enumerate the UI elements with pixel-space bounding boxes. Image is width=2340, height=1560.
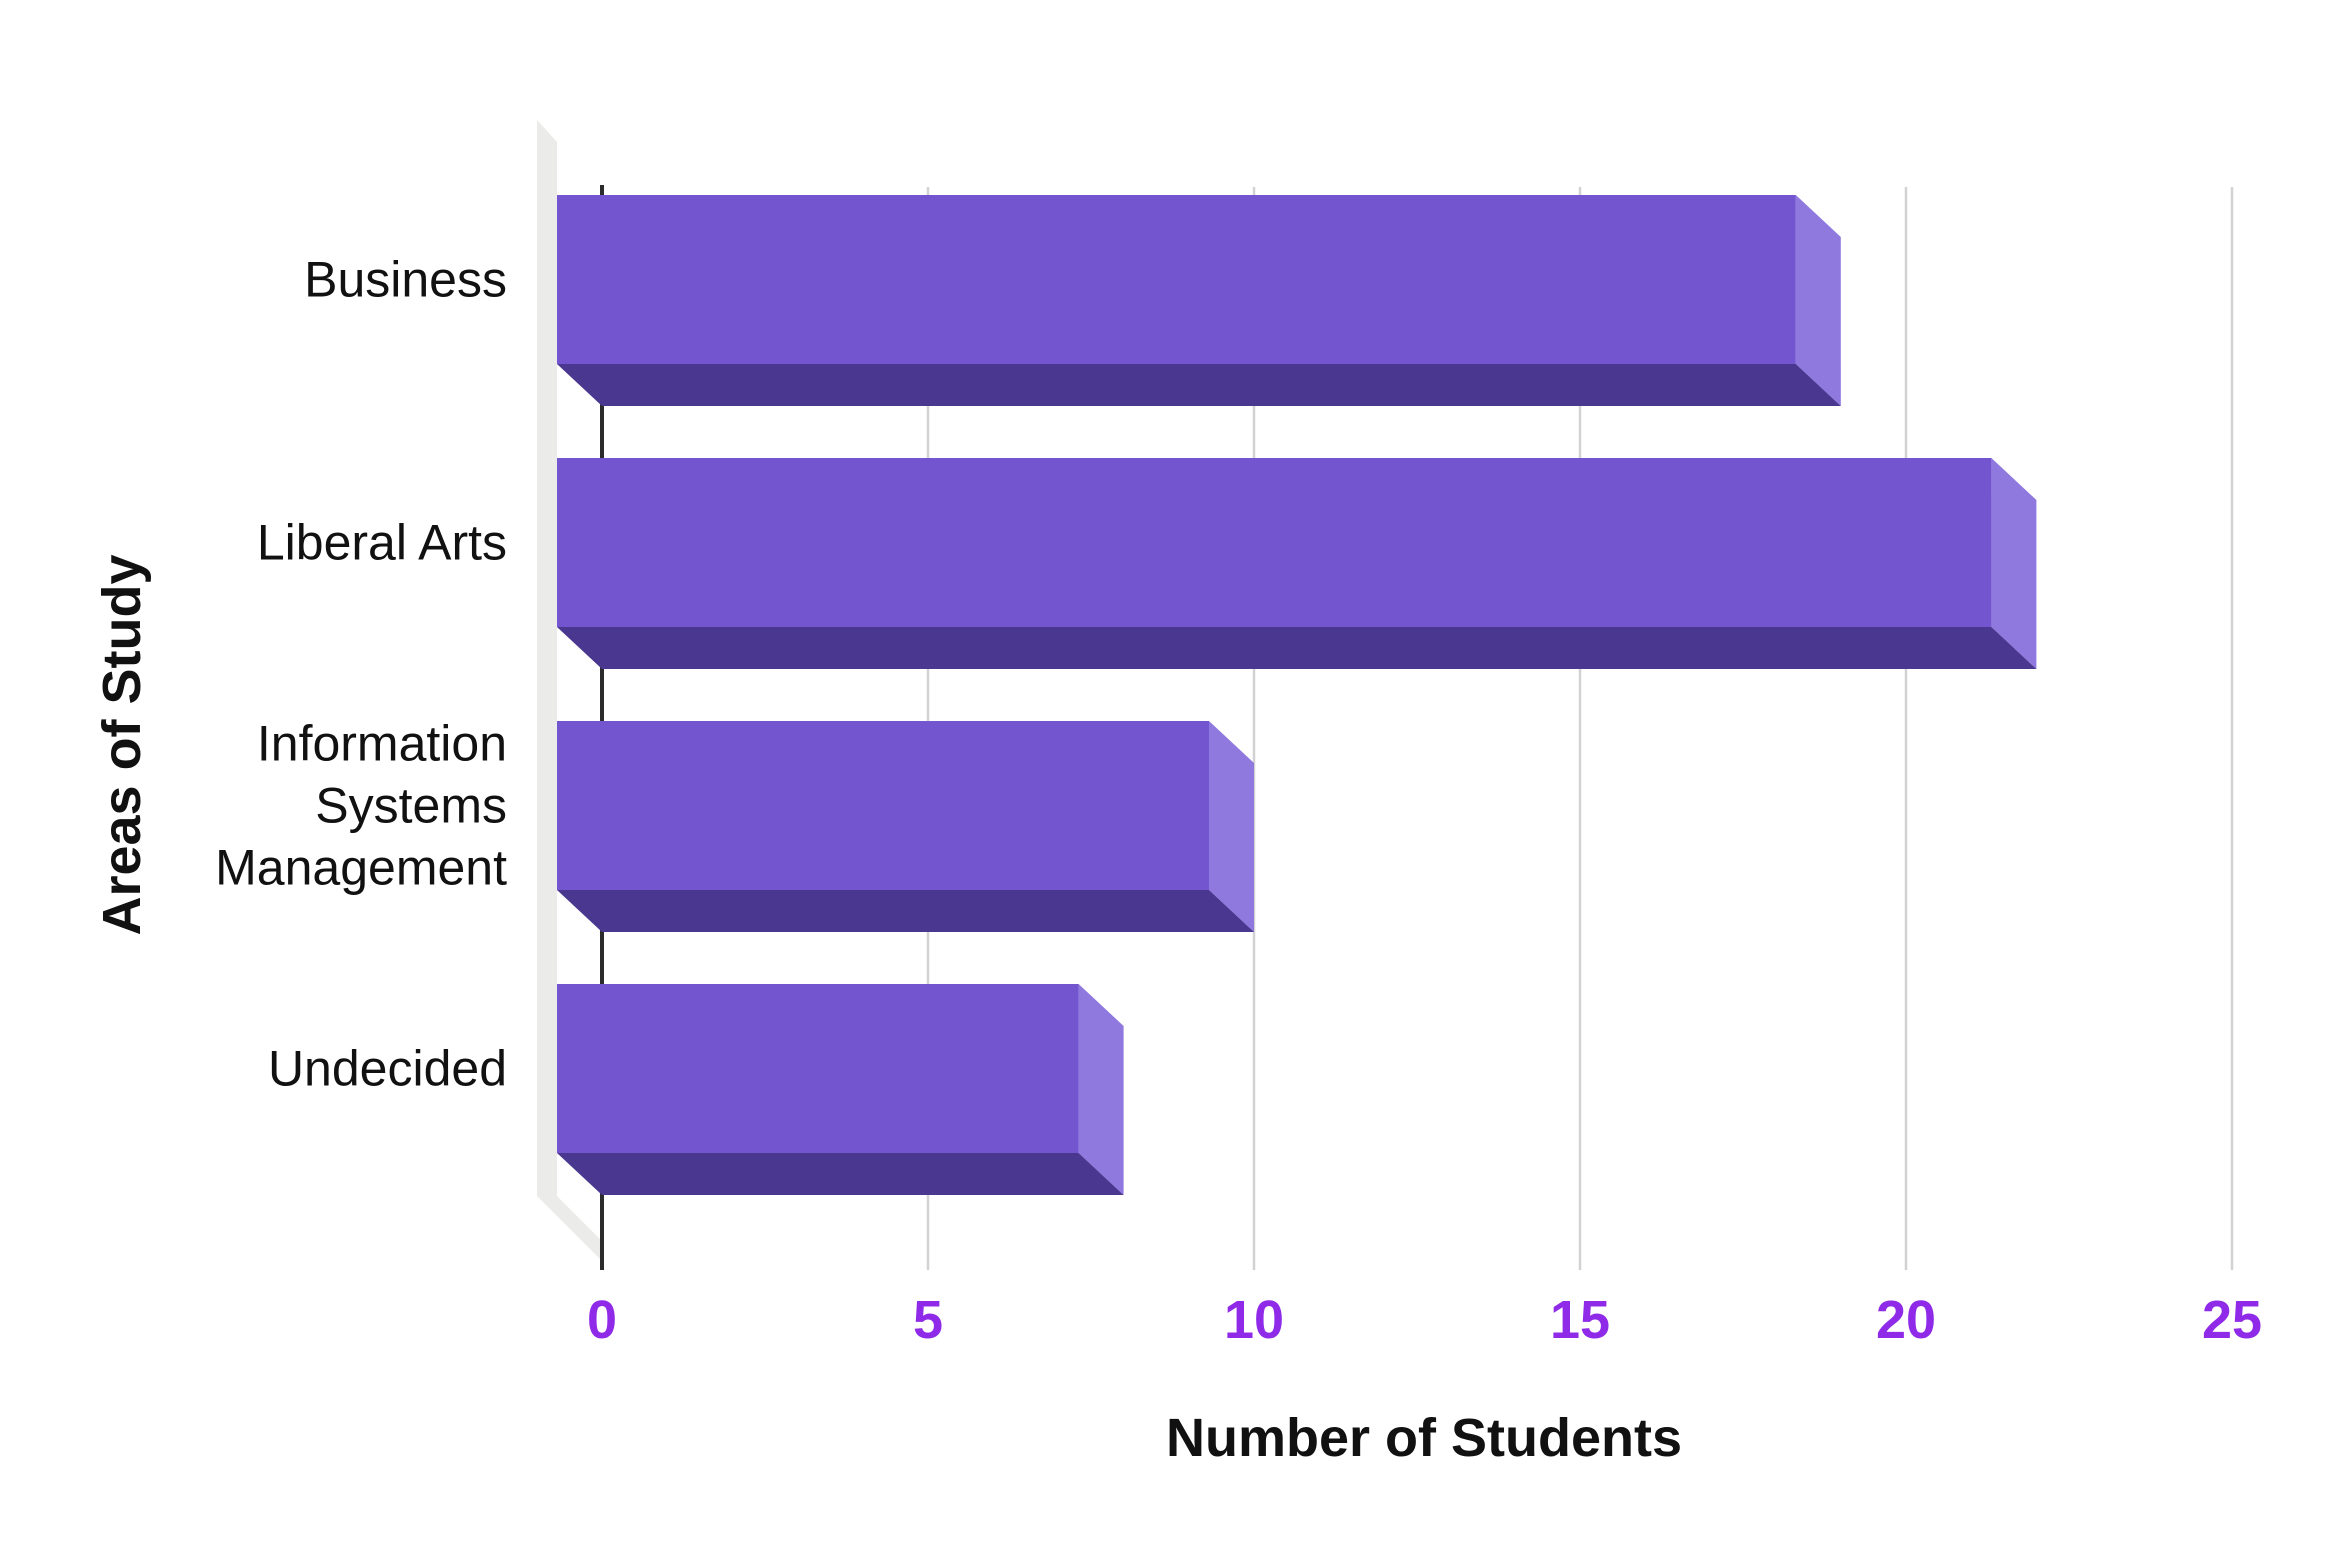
y-axis-title: Areas of Study: [92, 554, 152, 935]
x-tick-label-10: 10: [1224, 1290, 1284, 1350]
bar-bottom-face-undecided: [557, 1153, 1124, 1195]
bar-bottom-face-business: [557, 364, 1841, 406]
bar-side-face-business: [1795, 195, 1841, 406]
x-tick-labels: 0 5 10 15 20 25: [587, 1290, 2262, 1350]
bar-side-face-liberal-arts: [1991, 458, 2037, 669]
category-labels: Business Liberal Arts Information Systems Ma…: [215, 252, 507, 1097]
bar-side-face-information-systems-management: [1209, 721, 1254, 932]
bar-undecided[interactable]: [557, 984, 1124, 1195]
bar-bottom-face-information-systems-management: [557, 890, 1254, 932]
bar-front-face-undecided: [557, 984, 1079, 1153]
bar-side-face-undecided: [1078, 984, 1124, 1195]
x-tick-label-20: 20: [1876, 1290, 1936, 1350]
bars: [557, 195, 2037, 1195]
plot-3d-wall: [537, 120, 602, 1261]
category-label-business: Business: [304, 252, 507, 308]
x-axis-title: Number of Students: [1166, 1408, 1682, 1468]
x-tick-label-5: 5: [913, 1290, 943, 1350]
category-label-information-systems-management: Information Systems Management: [215, 716, 507, 896]
bar-liberal-arts[interactable]: [557, 458, 2037, 669]
bar-business[interactable]: [557, 195, 1841, 406]
bar-front-face-information-systems-management: [557, 721, 1209, 890]
bar-bottom-face-liberal-arts: [557, 627, 2037, 669]
bar-front-face-liberal-arts: [557, 458, 1992, 627]
bar-front-face-business: [557, 195, 1796, 364]
category-label-liberal-arts: Liberal Arts: [257, 515, 507, 571]
category-label-undecided: Undecided: [268, 1041, 507, 1097]
x-tick-label-0: 0: [587, 1290, 617, 1350]
x-tick-label-15: 15: [1550, 1290, 1610, 1350]
bar-information-systems-management[interactable]: [557, 721, 1254, 932]
x-tick-label-25: 25: [2202, 1290, 2262, 1350]
